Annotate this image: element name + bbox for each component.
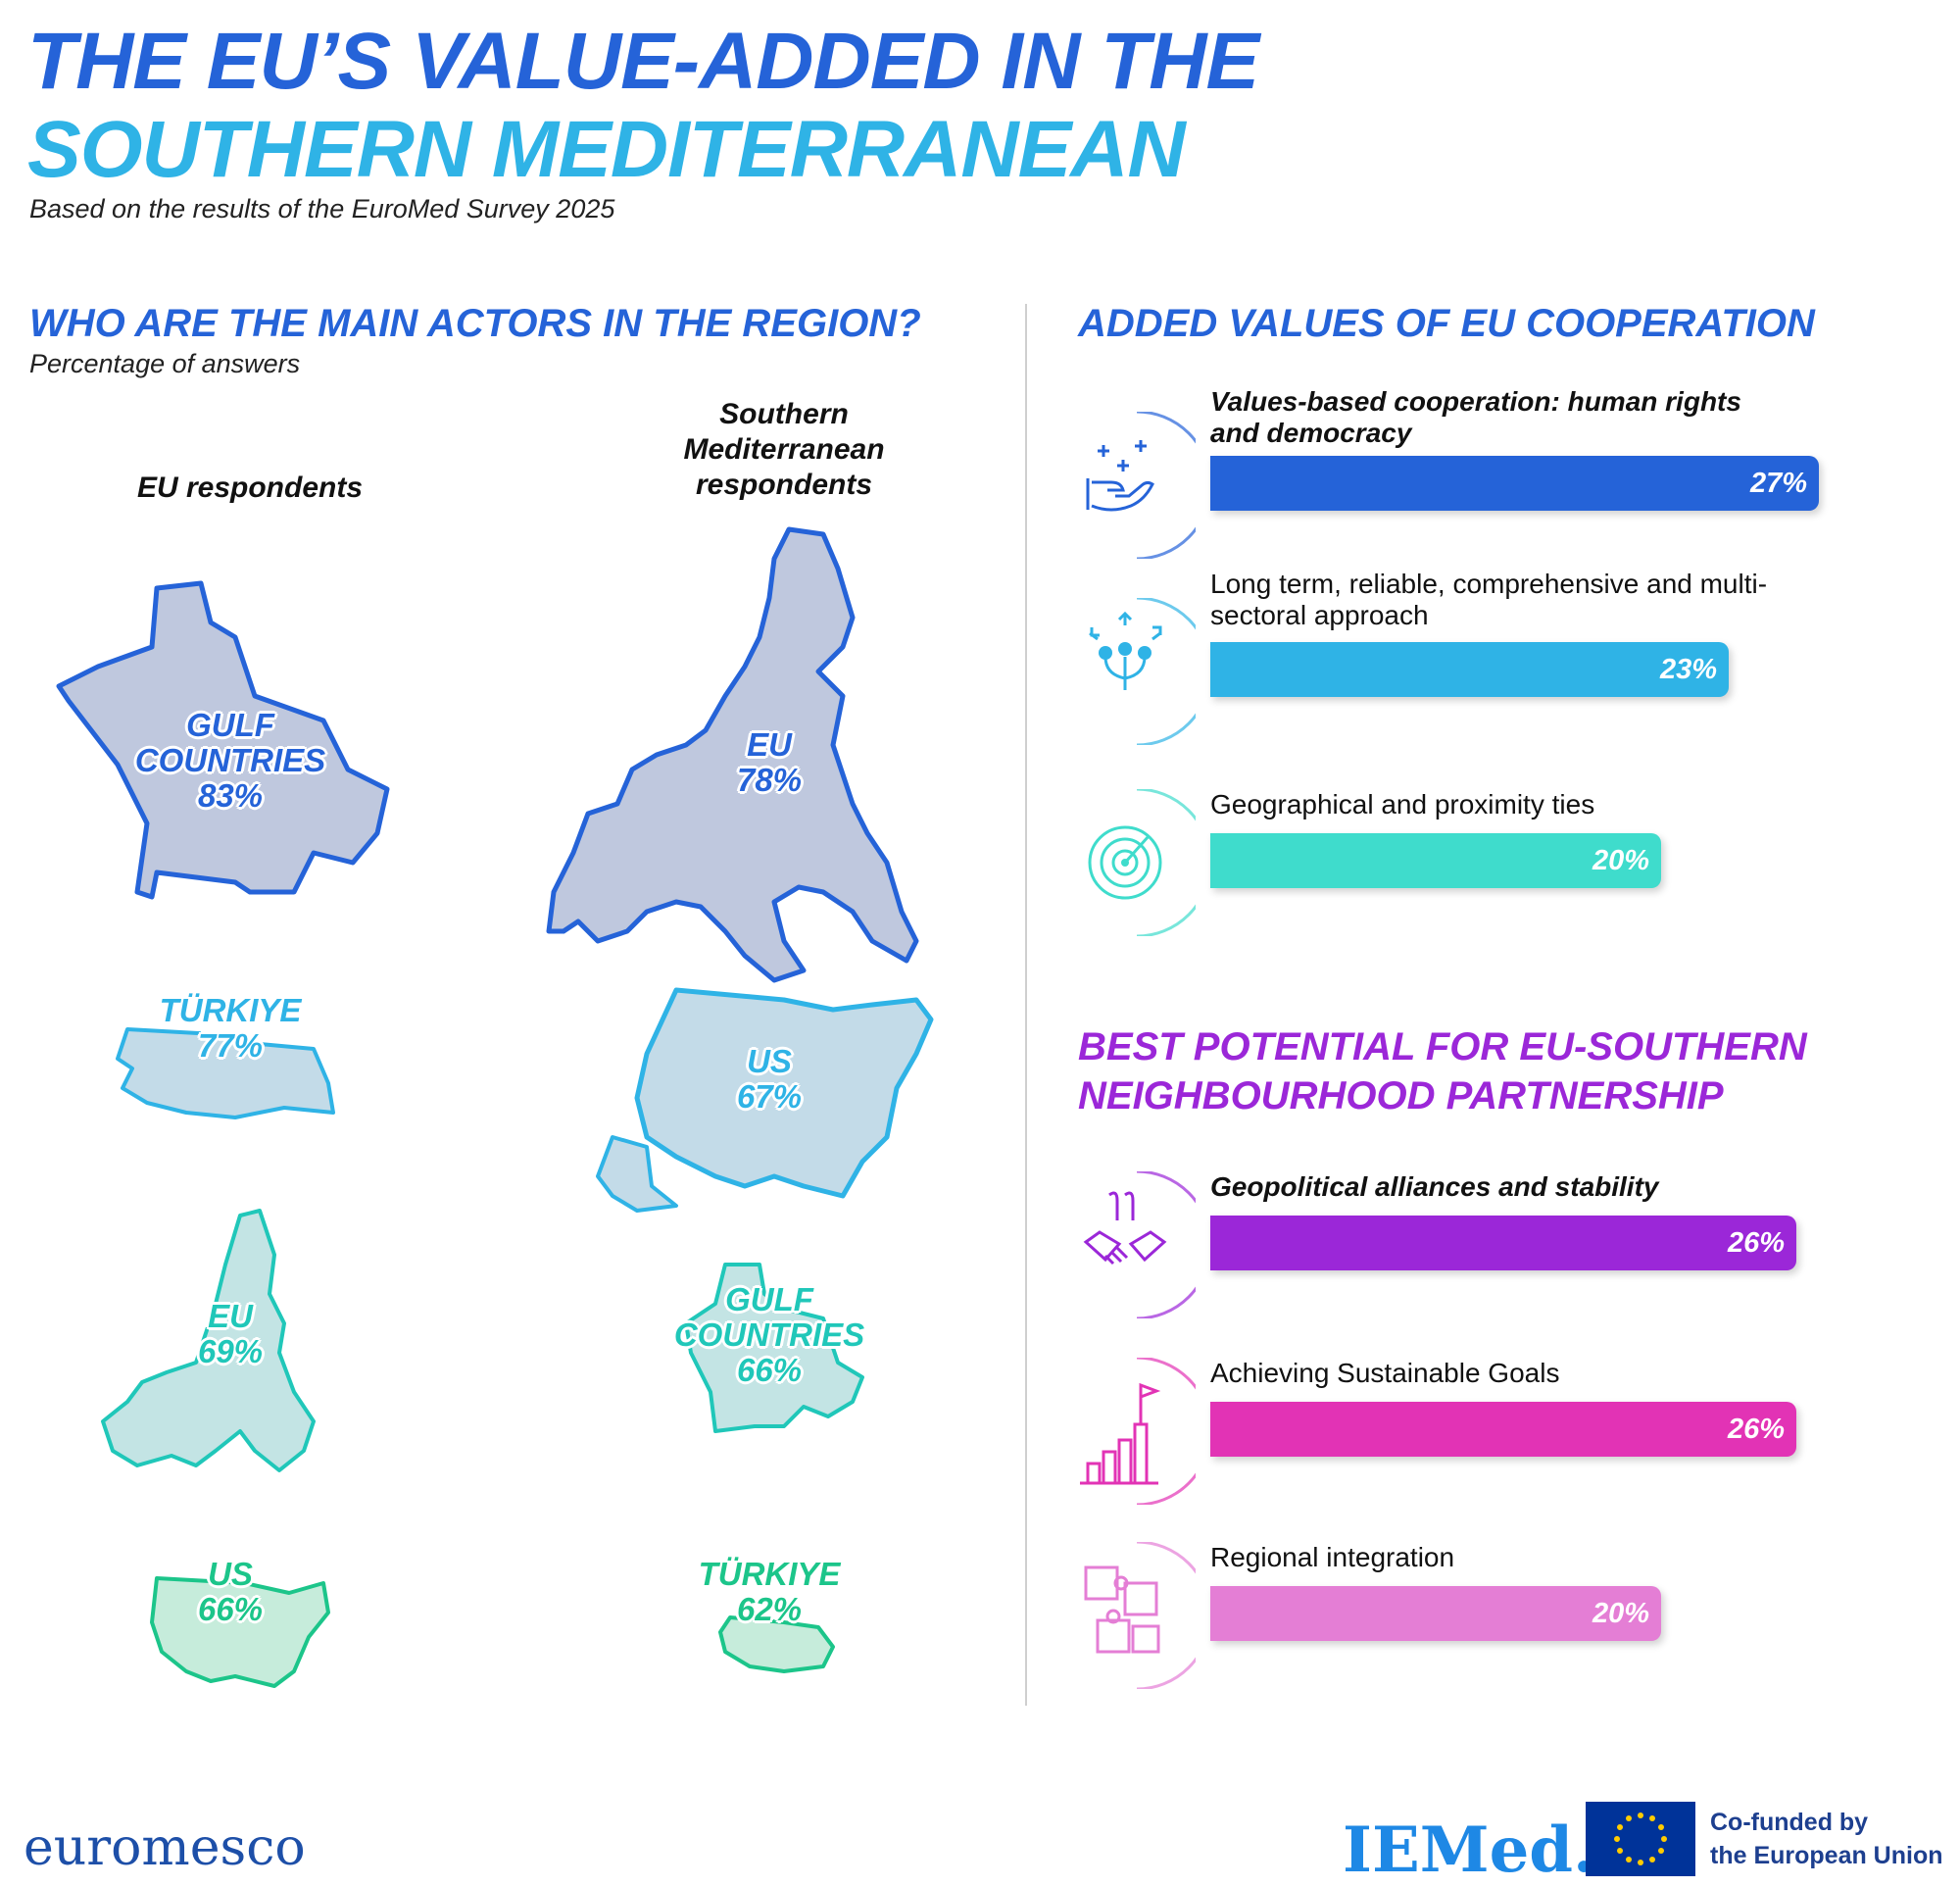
gulf-countries-map-shape <box>56 580 390 900</box>
euromesco-logo: euromesco <box>24 1818 306 1877</box>
turkiye-small-map-shape <box>718 1615 835 1673</box>
bar: 20% <box>1210 1586 1661 1641</box>
bar-label: Long term, reliable, comprehensive and m… <box>1210 569 1838 631</box>
bar: 27% <box>1210 456 1819 511</box>
bar-label: Achieving Sustainable Goals <box>1210 1358 1838 1389</box>
section-divider <box>1025 304 1027 1706</box>
bar-label-line: Long term, reliable, comprehensive and m… <box>1210 569 1768 599</box>
actor-name: TÜRKIYE <box>159 992 302 1028</box>
cofunded-line: Co-funded by <box>1710 1809 1869 1836</box>
radar-icon <box>1078 787 1212 938</box>
growth-flag-icon <box>1078 1356 1212 1507</box>
bar-label: Geopolitical alliances and stability <box>1210 1171 1838 1203</box>
bar-label: Regional integration <box>1210 1542 1838 1573</box>
actor-value: 77% <box>197 1027 264 1064</box>
alaska-map-shape <box>596 1135 678 1213</box>
bar: 20% <box>1210 833 1661 888</box>
cofunded-label: Co-funded by the European Union <box>1710 1806 1943 1872</box>
actor-value: 67% <box>736 1078 803 1115</box>
actor-eu-us: US 66% <box>98 1557 363 1627</box>
bar-label-line: Regional integration <box>1210 1542 1455 1572</box>
actor-name: TÜRKIYE <box>698 1556 841 1592</box>
actor-value: 62% <box>736 1591 803 1627</box>
actor-sm-turkiye: TÜRKIYE 62% <box>637 1557 902 1627</box>
bar-value-label: 26% <box>1727 1227 1785 1259</box>
page-subtitle: Based on the results of the EuroMed Surv… <box>29 194 615 223</box>
eu-respondents-label: EU respondents <box>136 472 364 504</box>
bar-label-line: and democracy <box>1210 418 1412 448</box>
added-values-heading: ADDED VALUES OF EU COOPERATION <box>1078 302 1815 345</box>
bar-label: Geographical and proximity ties <box>1210 789 1838 820</box>
sm-respondents-label-line: Southern <box>719 398 849 430</box>
care-hand-icon <box>1078 410 1212 561</box>
bar-value-label: 20% <box>1592 845 1649 876</box>
bar: 26% <box>1210 1216 1796 1270</box>
puzzle-icon <box>1078 1540 1212 1691</box>
us-large-map-shape <box>634 987 934 1199</box>
bar-value-label: 26% <box>1727 1414 1785 1445</box>
partnership-heading-line: NEIGHBOURHOOD PARTNERSHIP <box>1078 1074 1724 1117</box>
bar-label-line: Geographical and proximity ties <box>1210 789 1595 819</box>
page-title-line2: SOUTHERN MEDITERRANEAN <box>27 105 1186 194</box>
actor-name: US <box>747 1043 792 1079</box>
actor-eu-eu: EU 69% <box>98 1299 363 1369</box>
actor-name: GULF <box>186 707 274 743</box>
actor-sm-eu: EU 78% <box>637 727 902 798</box>
actor-name: GULF <box>725 1281 813 1317</box>
actor-value: 66% <box>736 1352 803 1388</box>
handshake-icon <box>1078 1169 1212 1320</box>
iemed-logo: IEMed. <box>1343 1813 1595 1887</box>
actor-name: COUNTRIES <box>134 742 326 778</box>
actor-value: 69% <box>197 1333 264 1369</box>
eu-small-map-shape <box>101 1209 316 1472</box>
actor-value: 78% <box>736 762 803 798</box>
actors-heading: WHO ARE THE MAIN ACTORS IN THE REGION? <box>29 302 921 345</box>
actor-name: EU <box>208 1298 253 1334</box>
bar-label-line: Achieving Sustainable Goals <box>1210 1358 1560 1388</box>
actor-name: EU <box>747 726 792 763</box>
actors-note: Percentage of answers <box>29 349 301 378</box>
eu-flag-icon <box>1586 1802 1695 1876</box>
cofunded-line: the European Union <box>1710 1842 1943 1869</box>
bar: 26% <box>1210 1402 1796 1457</box>
us-small-map-shape <box>150 1576 330 1688</box>
page-title-line1: THE EU’S VALUE-ADDED IN THE <box>27 17 1259 106</box>
actor-sm-gulf-countries: GULF COUNTRIES 66% <box>637 1282 902 1388</box>
partnership-heading-line: BEST POTENTIAL FOR EU-SOUTHERN <box>1078 1025 1807 1068</box>
sm-respondents-label: Southern Mediterranean respondents <box>627 397 941 503</box>
bar-label-line: sectoral approach <box>1210 600 1429 630</box>
bar: 23% <box>1210 642 1729 697</box>
turkiye-map-shape <box>116 1027 335 1119</box>
sm-respondents-label-line: Mediterranean <box>683 433 885 466</box>
bar-value-label: 20% <box>1592 1598 1649 1629</box>
actor-eu-turkiye: TÜRKIYE 77% <box>98 993 363 1064</box>
bar-label-line: Geopolitical alliances and stability <box>1210 1171 1659 1202</box>
actor-name: COUNTRIES <box>673 1316 865 1353</box>
actor-value: 83% <box>197 777 264 814</box>
actor-name: US <box>208 1556 253 1592</box>
actor-eu-gulf-countries: GULF COUNTRIES 83% <box>98 708 363 814</box>
multi-direction-icon <box>1078 596 1212 747</box>
bar-label-line: Values-based cooperation: human rights <box>1210 386 1741 417</box>
bar-value-label: 23% <box>1659 654 1717 685</box>
gulf-countries-small-map-shape <box>684 1263 864 1433</box>
partnership-heading: BEST POTENTIAL FOR EU-SOUTHERN NEIGHBOUR… <box>1078 1022 1807 1120</box>
actors-maps <box>56 526 934 1688</box>
sm-respondents-label-line: respondents <box>695 469 873 501</box>
actor-sm-us: US 67% <box>637 1044 902 1115</box>
bar-label: Values-based cooperation: human rights a… <box>1210 386 1838 449</box>
eu-large-map-shape <box>546 526 919 983</box>
actor-value: 66% <box>197 1591 264 1627</box>
bar-value-label: 27% <box>1749 468 1807 499</box>
